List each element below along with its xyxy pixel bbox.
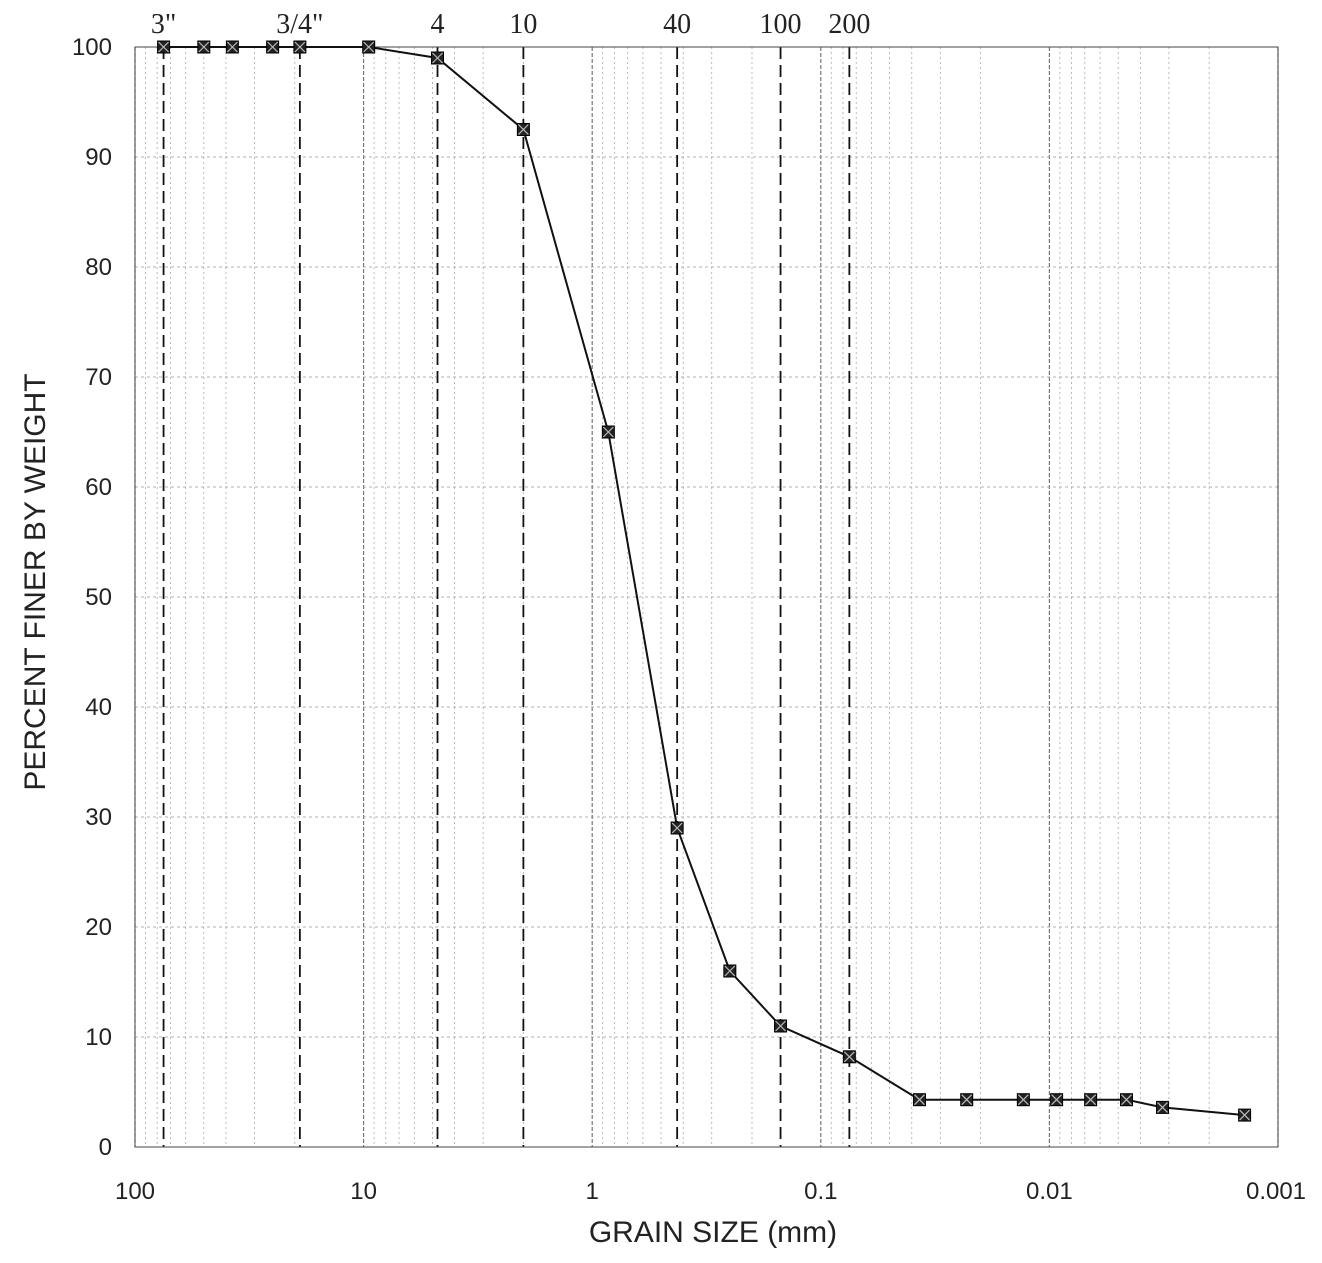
x-tick-labels: 100 10 1 0.1 0.01 0.001 — [115, 1178, 1306, 1205]
y-tick-label: 70 — [85, 364, 112, 391]
sieve-label: 3/4" — [276, 9, 323, 40]
data-point — [1016, 1093, 1030, 1107]
x-tick-label: 10 — [350, 1178, 377, 1205]
data-point — [431, 51, 445, 65]
x-axis-title: GRAIN SIZE (mm) — [589, 1216, 837, 1249]
data-point — [225, 40, 239, 54]
data-point — [1156, 1100, 1170, 1114]
data-point — [774, 1019, 788, 1033]
data-point — [723, 964, 737, 978]
plot-frame — [134, 46, 1279, 1148]
y-tick-label: 40 — [85, 694, 112, 721]
y-tick-label: 100 — [72, 34, 112, 61]
data-point — [913, 1093, 927, 1107]
x-tick-label: 0.001 — [1246, 1178, 1306, 1205]
data-point — [1238, 1108, 1252, 1122]
sieve-label: 10 — [509, 9, 537, 40]
sieve-label: 4 — [431, 9, 445, 40]
x-tick-label: 0.01 — [1026, 1178, 1073, 1205]
data-point — [1119, 1093, 1133, 1107]
data-point — [293, 40, 307, 54]
y-tick-label: 0 — [99, 1134, 112, 1161]
y-tick-label: 60 — [85, 474, 112, 501]
data-point — [960, 1093, 974, 1107]
y-tick-label: 20 — [85, 914, 112, 941]
data-point — [266, 40, 280, 54]
y-tick-label: 10 — [85, 1024, 112, 1051]
x-tick-label: 1 — [586, 1178, 599, 1205]
data-point — [1050, 1093, 1064, 1107]
y-tick-label: 50 — [85, 584, 112, 611]
data-point — [670, 821, 684, 835]
y-tick-label: 80 — [85, 254, 112, 281]
data-point — [1084, 1093, 1098, 1107]
data-point — [842, 1050, 856, 1064]
data-point — [601, 425, 615, 439]
sieve-labels: 3" 3/4" 4 10 40 100 200 — [151, 9, 871, 40]
data-point — [516, 123, 530, 136]
data-point — [157, 40, 171, 54]
y-tick-label: 90 — [85, 144, 112, 171]
sieve-label: 200 — [828, 9, 870, 40]
sieve-label: 40 — [663, 9, 691, 40]
y-tick-label: 30 — [85, 804, 112, 831]
grid — [134, 46, 1279, 1148]
x-tick-label: 0.1 — [804, 1178, 837, 1205]
y-tick-labels: 0 10 20 30 40 50 60 70 80 90 100 — [72, 34, 112, 1161]
sieve-label: 100 — [760, 9, 802, 40]
data-point — [197, 40, 211, 54]
data-point — [362, 40, 376, 54]
series-line — [163, 46, 1245, 1117]
x-tick-label: 100 — [115, 1178, 155, 1205]
sieve-lines — [162, 47, 851, 1147]
series — [157, 40, 1252, 1122]
sieve-label: 3" — [151, 9, 176, 40]
y-axis-title: PERCENT FINER BY WEIGHT — [19, 373, 52, 790]
